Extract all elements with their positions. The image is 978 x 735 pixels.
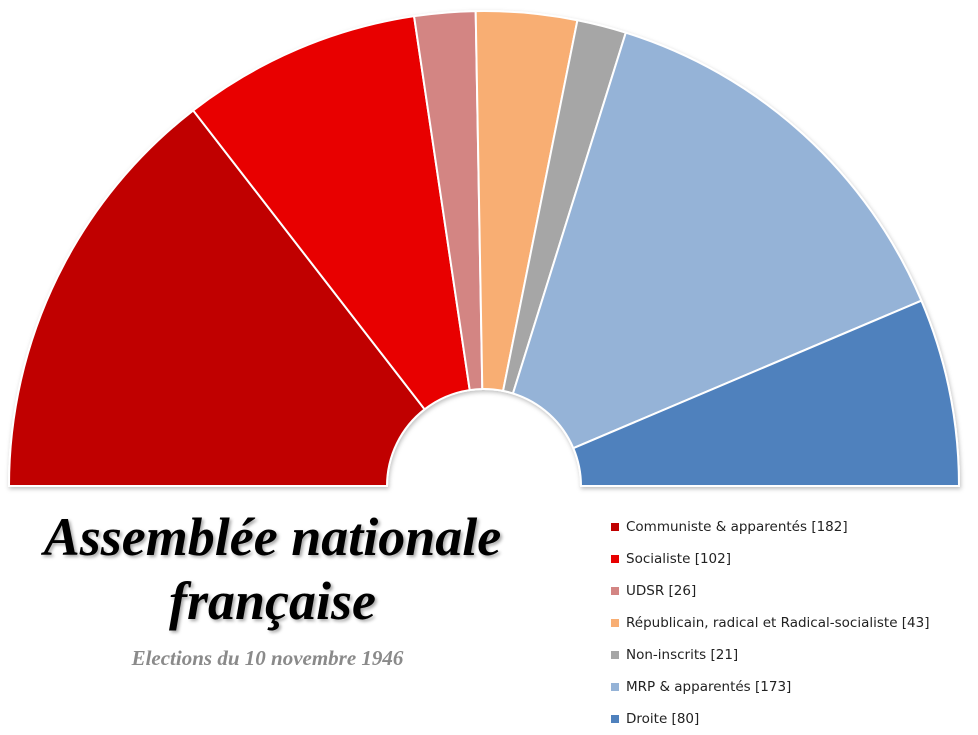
legend-item: MRP & apparentés [173]: [611, 671, 930, 703]
slice-7: [572, 299, 961, 487]
legend-item: Communiste & apparentés [182]: [611, 511, 930, 543]
legend-swatch: [611, 651, 619, 659]
slice-6: [511, 31, 923, 450]
hemicycle-chart: [7, 10, 961, 487]
legend-swatch: [611, 587, 619, 595]
slice-2: [191, 15, 471, 411]
legend-item: UDSR [26]: [611, 575, 930, 607]
legend-swatch: [611, 715, 619, 723]
chart-title-line-1: Assemblée nationale: [43, 507, 502, 567]
chart-subtitle: Elections du 10 novembre 1946: [131, 646, 404, 670]
legend-item: Droite [80]: [611, 703, 930, 735]
legend-swatch: [611, 523, 619, 531]
legend-label: UDSR [26]: [626, 583, 697, 599]
legend-swatch: [611, 555, 619, 563]
legend-label: Socialiste [102]: [626, 551, 732, 567]
legend-item: Socialiste [102]: [611, 543, 930, 575]
slice-1: [7, 109, 427, 487]
legend-item: Républicain, radical et Radical-socialis…: [611, 607, 930, 639]
legend-item: Non-inscrits [21]: [611, 639, 930, 671]
chart-title-line-2: française: [169, 571, 376, 631]
legend-label: Droite [80]: [626, 711, 700, 727]
legend-swatch: [611, 619, 619, 627]
legend-label: Communiste & apparentés [182]: [626, 519, 848, 535]
legend: Communiste & apparentés [182] Socialiste …: [611, 511, 930, 735]
legend-label: Républicain, radical et Radical-socialis…: [626, 615, 930, 631]
legend-label: MRP & apparentés [173]: [626, 679, 792, 695]
legend-label: Non-inscrits [21]: [626, 647, 739, 663]
legend-swatch: [611, 683, 619, 691]
